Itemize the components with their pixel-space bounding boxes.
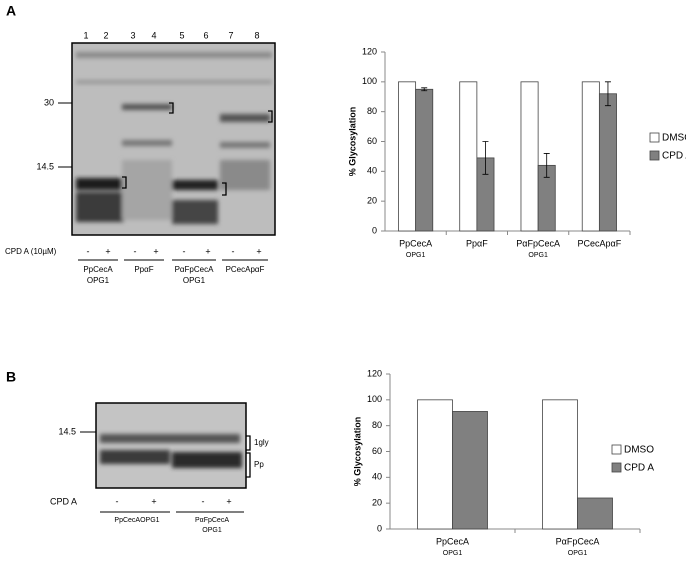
- gel-image: [58, 42, 276, 261]
- treatment-sign: -: [183, 246, 186, 256]
- bar: [598, 93, 617, 232]
- x-tick-sublabel: OPG1: [406, 252, 426, 259]
- y-tick-label: 120: [367, 368, 382, 378]
- lane-number: 5: [179, 30, 184, 40]
- bar: [459, 81, 478, 232]
- y-axis-label: % Glycosylation: [352, 417, 362, 487]
- y-tick-label: 0: [377, 523, 382, 533]
- lane-number: 2: [103, 30, 108, 40]
- bar: [520, 81, 539, 232]
- legend-label: DMSO: [662, 133, 686, 144]
- band-label: 1gly: [254, 438, 269, 447]
- x-tick-label: PαFpCecA: [556, 536, 600, 546]
- bar: [577, 497, 613, 530]
- sample-label: PαFpCecA: [195, 517, 229, 524]
- band-label: Pp: [254, 460, 264, 469]
- lane-number: 3: [130, 30, 135, 40]
- x-tick-label: PCecApαF: [578, 238, 622, 248]
- lane-number: 7: [228, 30, 233, 40]
- sample-label: OPG1: [87, 276, 110, 285]
- sample-label: PpCecA: [83, 265, 113, 274]
- bar: [415, 88, 434, 232]
- sample-label: PpαF: [134, 265, 153, 274]
- marker-label: 14.5: [36, 161, 54, 171]
- legend-label: CPD A: [624, 463, 654, 474]
- y-tick-label: 120: [362, 46, 377, 56]
- marker-label: 14.5: [58, 426, 76, 436]
- y-tick-label: 100: [367, 394, 382, 404]
- sample-label: PpCecAOPG1: [114, 517, 159, 524]
- error-bar: [604, 81, 611, 107]
- legend-swatch: [611, 444, 622, 455]
- treatment-label: CPD A (10µM): [5, 247, 57, 256]
- lane-number: 4: [151, 30, 156, 40]
- panel-label: A: [6, 3, 16, 19]
- legend-label: DMSO: [624, 445, 654, 456]
- error-bar: [543, 153, 550, 178]
- sample-label: PCecApαF: [226, 265, 265, 274]
- legend-swatch: [611, 462, 622, 473]
- sample-label: PαFpCecA: [175, 265, 215, 274]
- treatment-sign: +: [256, 246, 261, 256]
- y-tick-label: 40: [372, 472, 382, 482]
- legend-swatch: [649, 150, 660, 161]
- sample-label: OPG1: [202, 527, 222, 534]
- x-tick-label: PαFpCecA: [516, 238, 560, 248]
- x-tick-sublabel: OPG1: [443, 550, 463, 557]
- bar: [542, 399, 578, 530]
- error-bar: [482, 141, 489, 175]
- treatment-sign: +: [205, 246, 210, 256]
- treatment-sign: -: [202, 496, 205, 506]
- bar: [581, 81, 600, 232]
- bar: [417, 399, 453, 530]
- y-tick-label: 40: [367, 166, 377, 176]
- lane-number: 6: [203, 30, 208, 40]
- legend-swatch: [649, 132, 660, 143]
- marker-label: 30: [44, 97, 54, 107]
- y-tick-label: 80: [372, 420, 382, 430]
- x-tick-sublabel: OPG1: [528, 252, 548, 259]
- lane-number: 1: [83, 30, 88, 40]
- gel-image: [80, 402, 251, 513]
- treatment-sign: +: [153, 246, 158, 256]
- bar: [398, 81, 417, 232]
- panel-label: B: [6, 369, 16, 385]
- y-axis-label: % Glycosylation: [347, 107, 357, 177]
- treatment-sign: +: [105, 246, 110, 256]
- x-tick-sublabel: OPG1: [568, 550, 588, 557]
- x-tick-label: PpCecA: [436, 536, 469, 546]
- treatment-sign: -: [232, 246, 235, 256]
- y-tick-label: 20: [372, 498, 382, 508]
- treatment-label: CPD A: [50, 496, 77, 506]
- bar: [452, 411, 488, 530]
- y-tick-label: 0: [372, 225, 377, 235]
- x-tick-label: PpαF: [466, 238, 488, 248]
- treatment-sign: +: [226, 496, 231, 506]
- sample-label: OPG1: [183, 276, 206, 285]
- error-bar: [421, 87, 428, 92]
- y-tick-label: 20: [367, 196, 377, 206]
- treatment-sign: -: [116, 496, 119, 506]
- treatment-sign: +: [151, 496, 156, 506]
- y-tick-label: 60: [367, 136, 377, 146]
- treatment-sign: -: [134, 246, 137, 256]
- y-tick-label: 100: [362, 76, 377, 86]
- lane-number: 8: [254, 30, 259, 40]
- y-tick-label: 80: [367, 106, 377, 116]
- x-tick-label: PpCecA: [399, 238, 432, 248]
- legend-label: CPD A: [662, 151, 686, 162]
- y-tick-label: 60: [372, 446, 382, 456]
- treatment-sign: -: [87, 246, 90, 256]
